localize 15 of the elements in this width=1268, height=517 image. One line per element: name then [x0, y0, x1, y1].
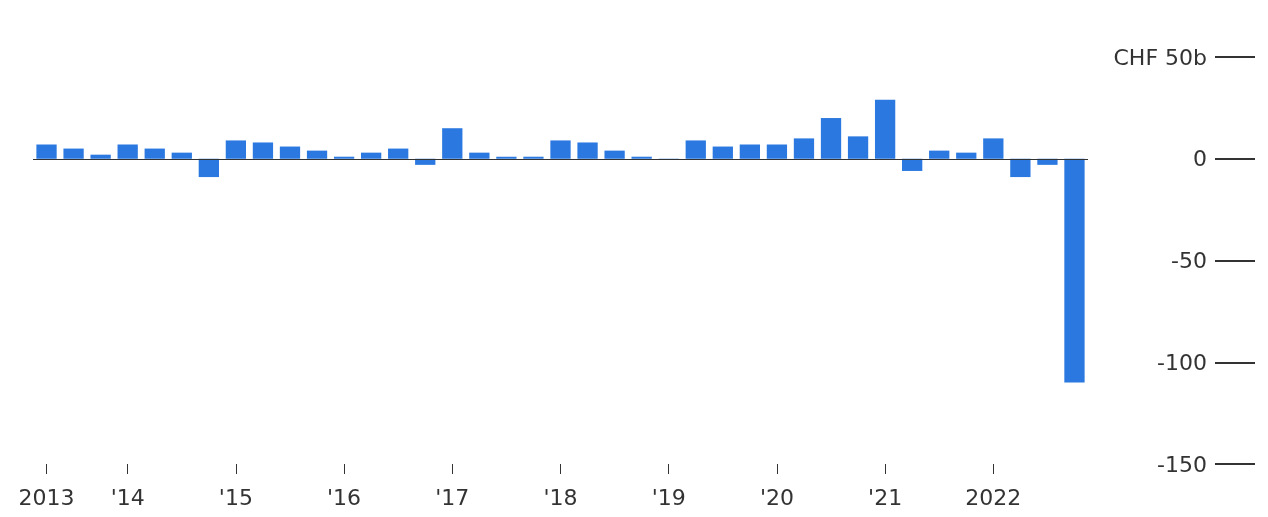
y-tick-label: -50 [1171, 248, 1207, 273]
x-tick-label: 2022 [965, 484, 1022, 510]
y-tick-label: -100 [1157, 349, 1207, 375]
x-tick-label: '15 [218, 484, 253, 510]
y-tick-label: 0 [1193, 146, 1207, 172]
y-tick-label: -150 [1157, 451, 1207, 477]
x-tick-label: '19 [651, 484, 686, 510]
x-tick-label: '17 [435, 484, 470, 510]
y-tick-label: CHF 50b [1113, 44, 1207, 70]
x-tick-label: '21 [868, 484, 903, 510]
x-tick-label: '20 [759, 484, 794, 510]
x-tick-label: 2013 [18, 484, 75, 510]
x-tick-label: '18 [543, 484, 578, 510]
x-tick-label: '16 [327, 484, 362, 510]
x-tick-label: '14 [110, 484, 145, 510]
